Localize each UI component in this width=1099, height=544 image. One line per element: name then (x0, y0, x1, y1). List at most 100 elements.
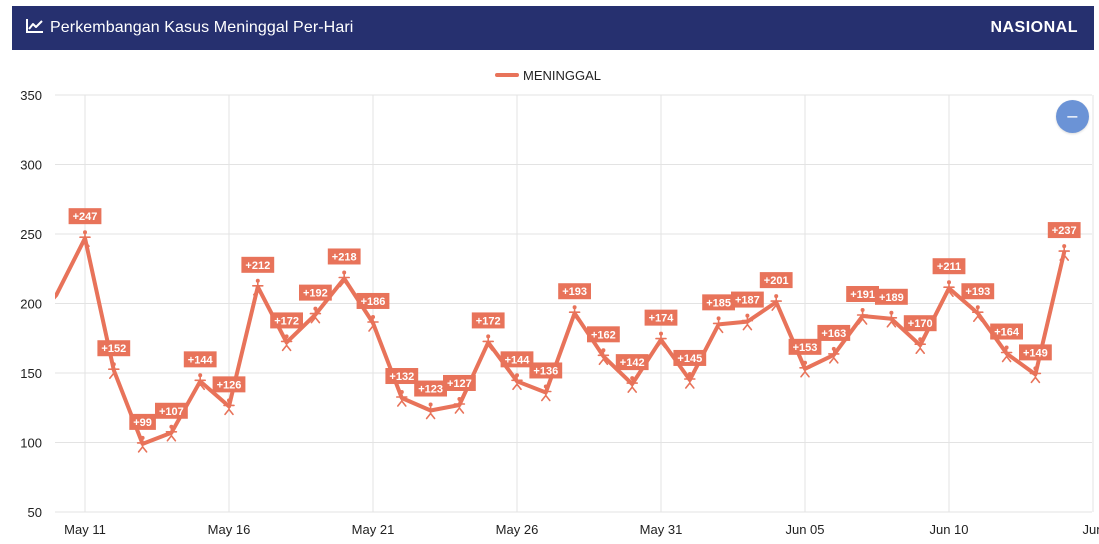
data-label: +192 (303, 288, 328, 300)
data-label: +144 (505, 354, 531, 366)
data-label-box (673, 349, 707, 366)
header-left: Perkembangan Kasus Meninggal Per-Hari (26, 18, 353, 39)
data-label-box (817, 324, 851, 341)
data-label: +193 (562, 286, 587, 298)
data-point-marker (1000, 345, 1013, 363)
data-label: +107 (159, 406, 184, 418)
chart-header: Perkembangan Kasus Meninggal Per-Hari NA… (12, 6, 1094, 50)
data-point-marker (108, 362, 120, 380)
data-label: +126 (217, 379, 242, 391)
data-point-marker (251, 278, 264, 296)
data-label-box (731, 291, 764, 308)
data-point-marker (136, 435, 149, 453)
data-label: +201 (764, 275, 789, 287)
death-cases-line-chart: 50 100 150 200 250 300 350 May 11 May 16 May 21 Ma… (20, 68, 1099, 537)
data-label: +136 (533, 365, 558, 377)
data-label: +153 (793, 342, 818, 354)
data-point-marker (971, 305, 984, 323)
data-label-box (846, 286, 879, 303)
data-label: +187 (735, 295, 760, 307)
data-label: +145 (677, 353, 702, 365)
data-label-box (903, 315, 937, 332)
zoom-out-icon: − (1065, 107, 1080, 126)
data-label-box (961, 283, 995, 300)
data-point-marker (741, 313, 754, 331)
data-label-box (615, 354, 649, 371)
data-point-marker (424, 402, 437, 420)
data-point-marker (194, 373, 206, 391)
data-label-box (183, 351, 217, 368)
data-label: +174 (649, 313, 675, 325)
data-point-marker (395, 390, 408, 407)
data-label: +211 (937, 261, 961, 273)
data-point-marker (367, 315, 379, 332)
line-chart-icon (26, 18, 44, 39)
data-label: +99 (133, 417, 152, 429)
data-label: +152 (101, 343, 126, 355)
data-label: +127 (447, 378, 472, 390)
x-tick-label: May 26 (496, 522, 539, 537)
legend-label-meninggal: MENINGGAL (523, 68, 601, 83)
data-point-marker (1029, 366, 1042, 384)
y-tick-label: 200 (20, 297, 42, 312)
data-label-box (500, 351, 534, 368)
data-point-marker (914, 337, 927, 355)
y-tick-label: 300 (20, 158, 42, 173)
data-label-box (471, 312, 505, 329)
data-point-marker (511, 373, 523, 391)
data-label-box (875, 288, 908, 305)
x-tick-label: May 31 (640, 522, 683, 537)
data-point-marker (770, 294, 783, 311)
data-label-box (241, 256, 275, 273)
data-label: +218 (332, 251, 357, 263)
x-tick-label: May 21 (352, 522, 395, 537)
chart-area: 50 100 150 200 250 300 350 May 11 May 16 May 21 Ma… (0, 56, 1099, 539)
data-label-box (299, 284, 332, 301)
data-label-box (212, 376, 246, 393)
data-label: +237 (1052, 225, 1077, 237)
data-label: +132 (389, 371, 414, 383)
x-tick-label: Jun 05 (785, 522, 824, 537)
data-point-marker (943, 280, 955, 297)
y-tick-label: 100 (20, 436, 42, 451)
y-tick-label: 50 (28, 505, 42, 520)
data-label-box (1019, 344, 1052, 361)
data-label-box (270, 312, 303, 329)
data-point-marker (626, 376, 639, 393)
data-point-marker (79, 230, 91, 247)
data-point-marker (280, 334, 293, 352)
data-label-box (155, 402, 188, 419)
data-point-marker (453, 397, 466, 414)
region-label: NASIONAL (990, 19, 1078, 36)
data-label-box (529, 362, 563, 379)
data-point-marker (827, 346, 840, 364)
data-label: +193 (965, 286, 990, 298)
x-tick-label: Jun 10 (929, 522, 968, 537)
data-label-box (443, 374, 476, 391)
data-label: +142 (620, 357, 645, 369)
data-point-marker (856, 308, 869, 325)
data-point-marker (597, 348, 610, 366)
data-label-box (759, 272, 793, 289)
data-label: +186 (361, 296, 386, 308)
data-label: +149 (1023, 347, 1048, 359)
data-label: +185 (706, 297, 731, 309)
x-tick-label: May 11 (64, 522, 106, 537)
x-tick-label: May 16 (208, 522, 251, 537)
data-label-box (385, 368, 419, 385)
data-label: +163 (821, 328, 846, 340)
data-label-box (356, 292, 390, 309)
data-point-marker (683, 372, 696, 389)
data-label-box (932, 258, 966, 275)
data-label-box (97, 340, 131, 357)
y-tick-label: 350 (20, 88, 42, 103)
data-point-marker (712, 316, 725, 334)
data-label-box (990, 323, 1023, 340)
data-point-marker (309, 306, 322, 324)
data-label: +123 (418, 384, 443, 396)
chart-title: Perkembangan Kasus Meninggal Per-Hari (50, 19, 354, 36)
data-label-box (702, 294, 735, 311)
data-point-marker (338, 270, 351, 288)
zoom-out-button[interactable]: − (1056, 100, 1089, 133)
data-label: +172 (476, 315, 501, 327)
